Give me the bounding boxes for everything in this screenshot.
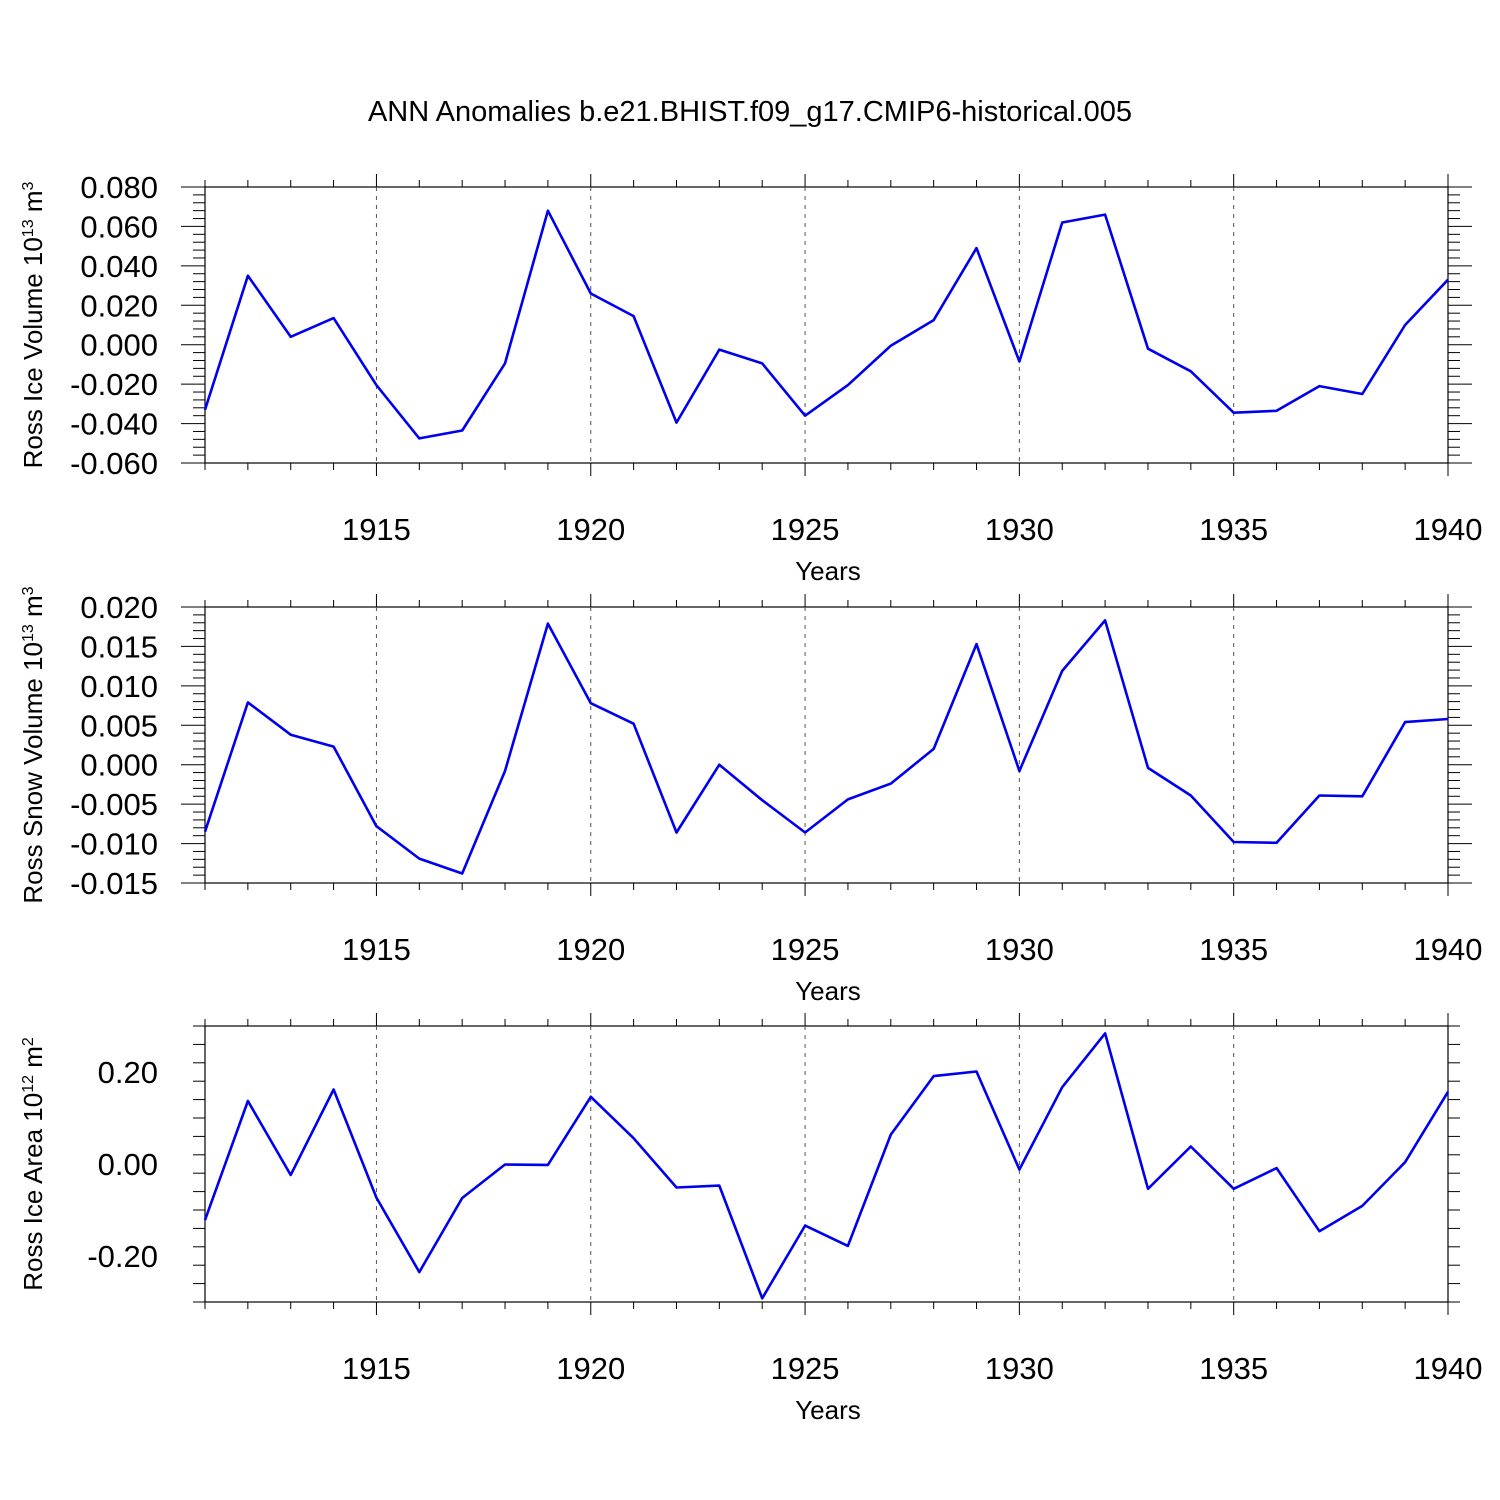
panel-2: 0.020 0.015 0.010 0.005 0.000 -0.005 -0.010 -0.… bbox=[18, 586, 1482, 1006]
x-tick-label: 1935 bbox=[1199, 1351, 1268, 1386]
y-tick-label: 0.060 bbox=[80, 209, 158, 244]
y-tick-label: 0.010 bbox=[80, 669, 158, 704]
y-tick-label: 0.020 bbox=[80, 288, 158, 323]
x-tick-label: 1930 bbox=[985, 512, 1054, 547]
plot-frame bbox=[204, 606, 1449, 884]
y-axis-title-part: Ross Ice Area 10 bbox=[18, 1093, 48, 1291]
x-axis-title: Years bbox=[795, 556, 861, 586]
x-tick-label: 1940 bbox=[1414, 1351, 1483, 1386]
y-axis-title-superscript: 3 bbox=[20, 586, 37, 595]
x-tick-label: 1930 bbox=[985, 1351, 1054, 1386]
x-tick-label: 1925 bbox=[771, 932, 840, 967]
plot-frame bbox=[204, 186, 1449, 464]
x-tick-label: 1925 bbox=[771, 512, 840, 547]
panel-1: 0.080 0.060 0.040 0.020 0.000 -0.020 -0.040 -0.… bbox=[18, 170, 1482, 586]
y-tick-label: 0.015 bbox=[80, 629, 158, 664]
y-axis-title-superscript: 13 bbox=[20, 624, 37, 642]
plot-frame bbox=[204, 1025, 1449, 1303]
y-axis-title-superscript: 12 bbox=[20, 1075, 37, 1093]
y-axis-title-part: Ross Snow Volume 10 bbox=[18, 642, 48, 904]
x-tick-label: 1935 bbox=[1199, 932, 1268, 967]
y-tick-label: 0.20 bbox=[98, 1055, 158, 1090]
x-tick-label: 1940 bbox=[1414, 512, 1483, 547]
y-axis-title-part: m bbox=[18, 595, 48, 624]
x-axis-title: Years bbox=[795, 976, 861, 1006]
y-axis-title-part: m bbox=[18, 190, 48, 219]
series-line bbox=[203, 1032, 1450, 1300]
y-tick-label: -0.020 bbox=[70, 367, 158, 402]
x-axis-title: Years bbox=[795, 1395, 861, 1425]
panel-3: 0.20 0.00 -0.20 1915 1920 1925 1930 1935 1940 Yea… bbox=[18, 1013, 1482, 1425]
y-axis-title-part: m bbox=[18, 1046, 48, 1075]
x-tick-label: 1920 bbox=[556, 932, 625, 967]
y-tick-label: 0.020 bbox=[80, 590, 158, 625]
y-tick-label: 0.00 bbox=[98, 1147, 158, 1182]
y-axis-title: Ross Snow Volume 1013 m3 bbox=[18, 586, 48, 903]
x-tick-label: 1940 bbox=[1414, 932, 1483, 967]
y-tick-label: -0.060 bbox=[70, 446, 158, 481]
series-line bbox=[203, 619, 1449, 875]
x-tick-label: 1920 bbox=[556, 1351, 625, 1386]
chart-title: ANN Anomalies b.e21.BHIST.f09_g17.CMIP6-… bbox=[367, 96, 1133, 128]
series-line bbox=[203, 209, 1449, 440]
y-axis-title-superscript: 3 bbox=[20, 181, 37, 190]
y-axis-title: Ross Ice Volume 1013 m3 bbox=[18, 181, 48, 468]
y-tick-label: -0.015 bbox=[70, 866, 158, 901]
y-axis-title: Ross Ice Area 1012 m2 bbox=[18, 1037, 48, 1291]
y-tick-label: -0.005 bbox=[70, 787, 158, 822]
x-tick-label: 1930 bbox=[985, 932, 1054, 967]
x-tick-label: 1935 bbox=[1199, 512, 1268, 547]
y-tick-label: 0.000 bbox=[80, 748, 158, 783]
y-tick-label: 0.040 bbox=[80, 249, 158, 284]
x-tick-label: 1920 bbox=[556, 512, 625, 547]
x-tick-label: 1915 bbox=[342, 1351, 411, 1386]
x-tick-label: 1925 bbox=[771, 1351, 840, 1386]
y-tick-label: 0.080 bbox=[80, 170, 158, 205]
x-tick-label: 1915 bbox=[342, 932, 411, 967]
x-tick-label: 1915 bbox=[342, 512, 411, 547]
y-tick-label: -0.20 bbox=[87, 1239, 158, 1274]
y-tick-label: 0.000 bbox=[80, 328, 158, 363]
y-tick-label: 0.005 bbox=[80, 708, 158, 743]
y-tick-label: -0.040 bbox=[70, 407, 158, 442]
y-tick-label: -0.010 bbox=[70, 827, 158, 862]
y-axis-title-superscript: 2 bbox=[20, 1037, 37, 1046]
y-axis-title-part: Ross Ice Volume 10 bbox=[18, 237, 48, 468]
y-axis-title-superscript: 13 bbox=[20, 219, 37, 237]
